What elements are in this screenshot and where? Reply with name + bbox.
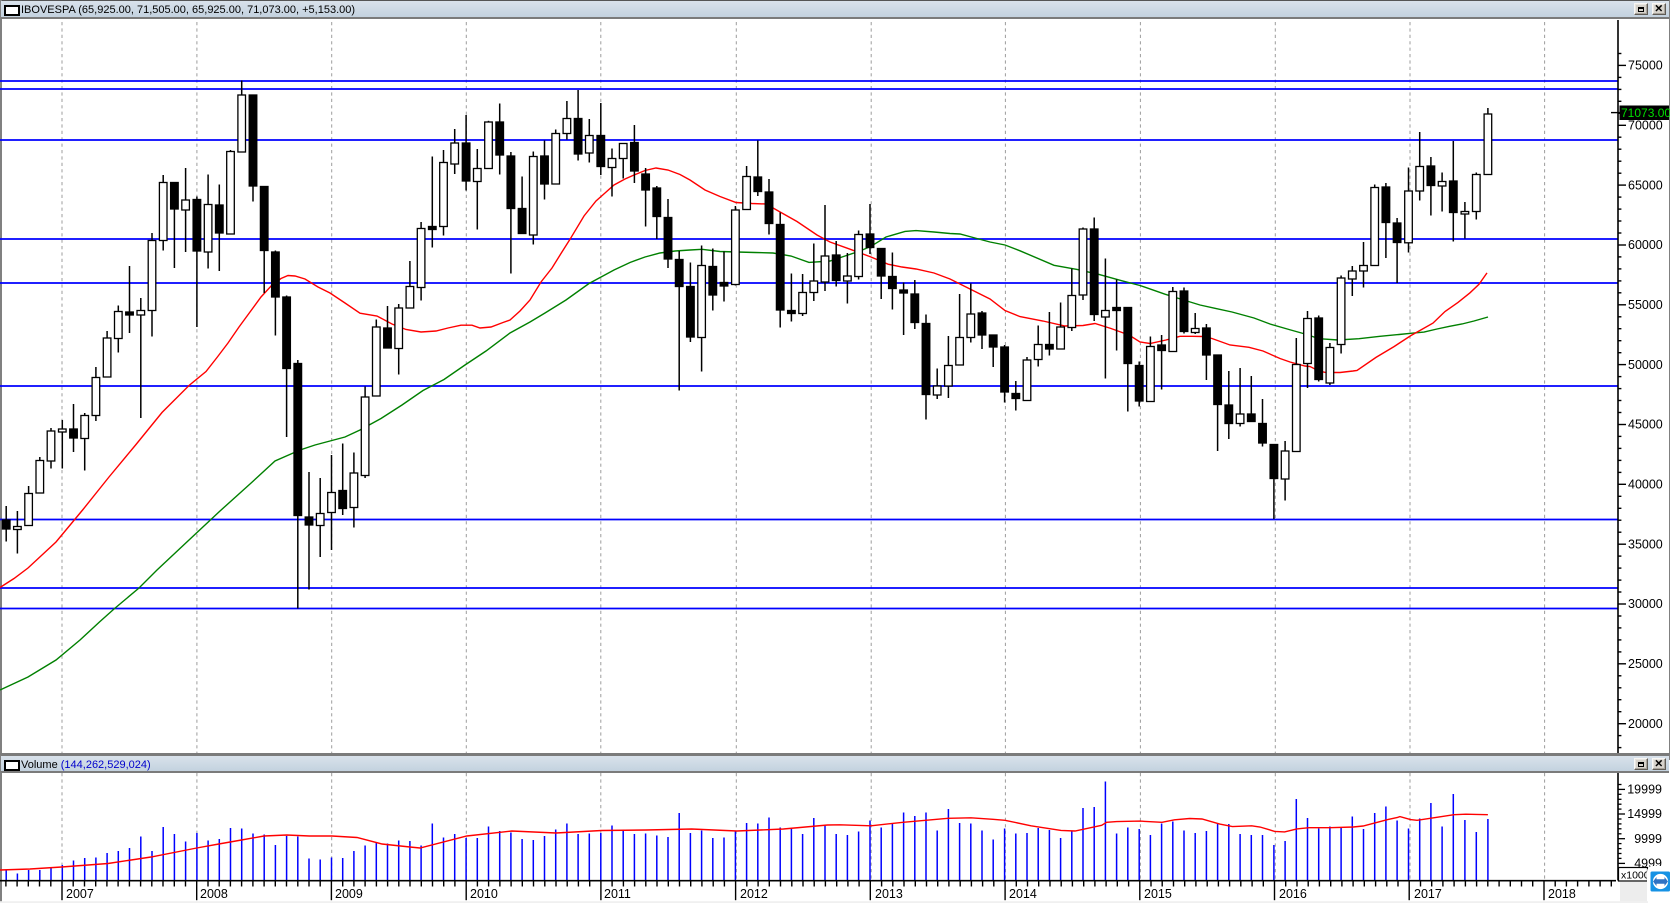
svg-text:2011: 2011 — [604, 887, 631, 901]
svg-text:2013: 2013 — [875, 887, 903, 901]
svg-text:50000: 50000 — [1628, 358, 1663, 372]
svg-text:30000: 30000 — [1628, 597, 1663, 611]
svg-text:2015: 2015 — [1144, 887, 1172, 901]
svg-text:45000: 45000 — [1628, 418, 1663, 432]
svg-text:20000: 20000 — [1628, 717, 1663, 731]
svg-text:55000: 55000 — [1628, 298, 1663, 312]
svg-text:60000: 60000 — [1628, 238, 1663, 252]
svg-text:75000: 75000 — [1628, 59, 1663, 73]
svg-text:2018: 2018 — [1548, 887, 1576, 901]
svg-text:2017: 2017 — [1414, 887, 1442, 901]
svg-text:14999: 14999 — [1627, 807, 1662, 821]
svg-text:2016: 2016 — [1279, 887, 1307, 901]
svg-text:19999: 19999 — [1627, 783, 1662, 797]
svg-text:2008: 2008 — [200, 887, 228, 901]
svg-text:2012: 2012 — [740, 887, 768, 901]
svg-text:9999: 9999 — [1634, 832, 1662, 846]
svg-text:2009: 2009 — [335, 887, 363, 901]
svg-text:25000: 25000 — [1628, 657, 1663, 671]
svg-text:2010: 2010 — [470, 887, 498, 901]
svg-text:2007: 2007 — [66, 887, 94, 901]
svg-text:x1000: x1000 — [1621, 870, 1650, 882]
svg-text:71073.00: 71073.00 — [1621, 106, 1670, 120]
svg-text:70000: 70000 — [1628, 119, 1663, 133]
svg-text:2014: 2014 — [1009, 887, 1037, 901]
svg-text:40000: 40000 — [1628, 478, 1663, 492]
svg-text:35000: 35000 — [1628, 537, 1663, 551]
svg-text:65000: 65000 — [1628, 178, 1663, 192]
